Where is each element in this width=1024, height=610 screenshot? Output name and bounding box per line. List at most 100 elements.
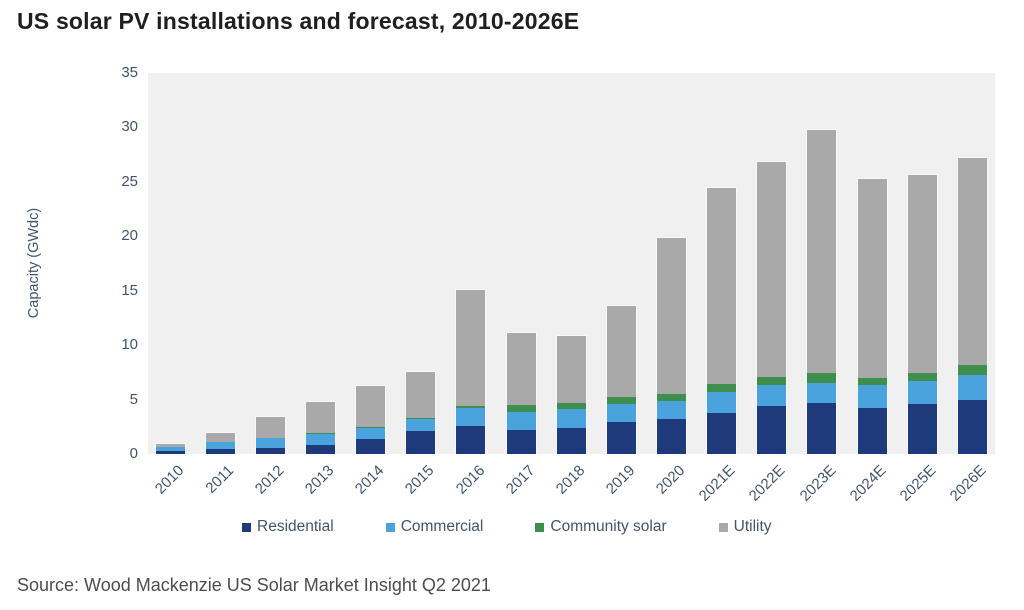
bar-segment-utility bbox=[606, 305, 636, 398]
bar-segment-commercial bbox=[807, 383, 837, 403]
bar-segment-residential bbox=[155, 450, 185, 454]
y-tick-label: 35 bbox=[121, 64, 138, 81]
bar-segment-community-solar bbox=[456, 405, 486, 409]
bar-2023e bbox=[806, 128, 838, 456]
legend-label: Commercial bbox=[400, 518, 484, 535]
bar-segment-commercial bbox=[406, 419, 436, 432]
bar-2022e bbox=[756, 161, 788, 455]
legend-item-utility: Utility bbox=[718, 518, 772, 536]
bar-segment-community-solar bbox=[707, 383, 737, 392]
legend-swatch-icon bbox=[718, 522, 728, 532]
legend-label: Residential bbox=[257, 518, 334, 535]
source-note: Source: Wood Mackenzie US Solar Market I… bbox=[17, 575, 491, 595]
bar-segment-commercial bbox=[305, 433, 335, 446]
bar-2016 bbox=[455, 288, 487, 456]
bar-segment-utility bbox=[907, 175, 937, 373]
bar-2025e bbox=[906, 174, 938, 455]
bar-segment-community-solar bbox=[406, 418, 436, 420]
bar-segment-residential bbox=[205, 449, 235, 454]
bar-segment-residential bbox=[957, 399, 987, 454]
x-axis: 2010 2011 2012 2013 2014 2015 2016 2017 2018 2019… bbox=[151, 462, 990, 505]
bar-segment-community-solar bbox=[807, 372, 837, 384]
legend-swatch-icon bbox=[535, 522, 545, 532]
y-tick-label: 5 bbox=[129, 390, 138, 408]
y-tick-label: 0 bbox=[129, 445, 138, 462]
y-tick-label: 10 bbox=[121, 336, 138, 354]
bar-2012 bbox=[254, 416, 286, 455]
y-axis: 0 5 10 15 20 25 30 35 bbox=[0, 64, 138, 462]
bar-segment-utility bbox=[305, 401, 335, 434]
bar-2014 bbox=[355, 385, 387, 455]
bar-segment-residential bbox=[807, 402, 837, 454]
bar-segment-community-solar bbox=[556, 402, 586, 410]
y-tick-label: 15 bbox=[121, 281, 138, 299]
bar-segment-residential bbox=[255, 448, 285, 454]
bar-segment-commercial bbox=[857, 385, 887, 408]
legend-label: Utility bbox=[733, 518, 772, 535]
bar-2010 bbox=[154, 443, 186, 455]
bar-segment-residential bbox=[657, 419, 686, 454]
chart-title: US solar PV installations and forecast, … bbox=[17, 8, 580, 34]
bar-segment-utility bbox=[356, 386, 386, 428]
bar-segment-community-solar bbox=[757, 376, 787, 386]
bar-segment-utility bbox=[456, 289, 486, 406]
bar-segment-utility bbox=[857, 179, 887, 378]
bar-2015 bbox=[405, 371, 437, 455]
bar-segment-utility bbox=[757, 162, 787, 377]
bar-segment-commercial bbox=[957, 374, 987, 400]
plot-area bbox=[148, 73, 995, 456]
bar-segment-community-solar bbox=[205, 441, 235, 443]
legend-item-commercial: Commercial bbox=[385, 518, 484, 536]
bar-segment-utility bbox=[807, 129, 837, 373]
bar-segment-residential bbox=[606, 422, 636, 454]
bar-segment-utility bbox=[255, 417, 285, 439]
bar-segment-community-solar bbox=[356, 427, 386, 429]
bar-segment-commercial bbox=[255, 438, 285, 449]
bar-segment-commercial bbox=[556, 409, 586, 429]
bar-2011 bbox=[204, 431, 236, 456]
bar-segment-commercial bbox=[707, 391, 737, 413]
legend: Residential Commercial Community solar Util… bbox=[242, 518, 772, 536]
bar-segment-community-solar bbox=[857, 377, 887, 386]
bar-2019 bbox=[605, 304, 637, 456]
bar-segment-utility bbox=[506, 333, 536, 406]
bar-segment-commercial bbox=[757, 385, 787, 407]
bar-segment-community-solar bbox=[957, 365, 987, 375]
bar-segment-commercial bbox=[907, 380, 937, 404]
bar-2017 bbox=[505, 332, 537, 455]
bar-segment-utility bbox=[556, 336, 586, 403]
bar-segment-residential bbox=[757, 406, 787, 454]
bar-segment-residential bbox=[456, 425, 486, 454]
bar-2018 bbox=[555, 335, 587, 455]
bar-segment-utility bbox=[707, 188, 737, 384]
y-tick-label: 25 bbox=[121, 172, 138, 190]
bar-2021e bbox=[706, 187, 738, 455]
bar-segment-commercial bbox=[356, 428, 386, 440]
bar-segment-commercial bbox=[155, 446, 185, 451]
legend-swatch-icon bbox=[242, 522, 251, 532]
bar-segment-commercial bbox=[205, 442, 235, 450]
bar-segment-commercial bbox=[506, 411, 536, 431]
bar-segment-utility bbox=[406, 372, 436, 419]
bar-2020 bbox=[656, 236, 687, 456]
bar-segment-residential bbox=[305, 445, 335, 454]
bar-segment-residential bbox=[857, 407, 887, 454]
bar-2013 bbox=[304, 400, 336, 456]
bar-2026e bbox=[956, 156, 988, 456]
bar-segment-residential bbox=[406, 431, 436, 454]
bar-segment-residential bbox=[907, 403, 937, 454]
bar-segment-commercial bbox=[456, 408, 486, 426]
y-tick-label: 30 bbox=[121, 118, 138, 136]
bar-segment-commercial bbox=[606, 403, 636, 423]
bar-segment-community-solar bbox=[506, 405, 536, 412]
bar-segment-community-solar bbox=[606, 397, 636, 404]
bar-segment-commercial bbox=[657, 400, 686, 420]
bar-segment-community-solar bbox=[305, 433, 335, 434]
bar-segment-utility bbox=[155, 444, 185, 447]
legend-label: Community solar bbox=[550, 518, 667, 535]
legend-swatch-icon bbox=[385, 522, 395, 532]
bar-segment-residential bbox=[356, 439, 386, 454]
bar-2024e bbox=[856, 178, 888, 455]
bar-segment-residential bbox=[556, 428, 586, 454]
bar-segment-residential bbox=[506, 430, 536, 454]
